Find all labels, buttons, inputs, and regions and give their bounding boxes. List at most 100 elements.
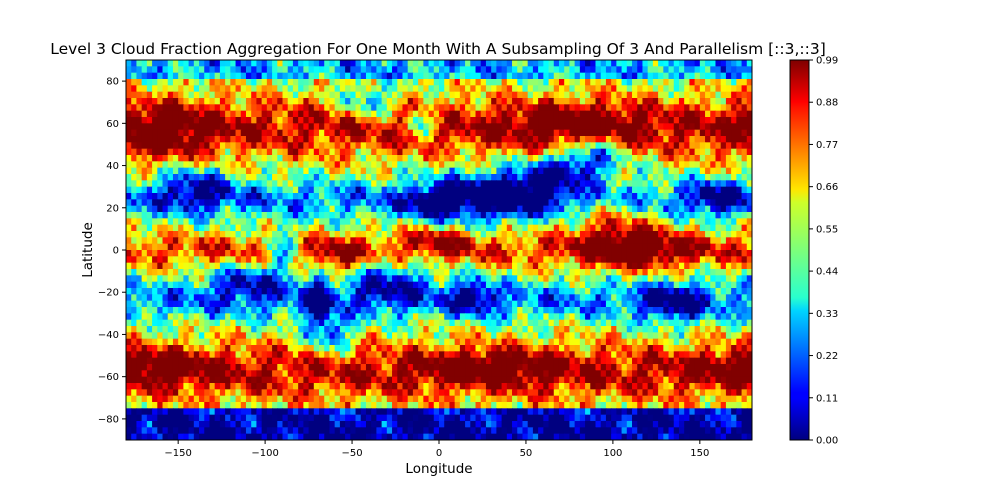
heatmap-cell xyxy=(371,72,377,80)
heatmap-cell xyxy=(658,205,664,213)
heatmap-cell xyxy=(313,91,320,99)
heatmap-cell xyxy=(345,288,351,295)
heatmap-cell xyxy=(256,313,263,321)
heatmap-cell xyxy=(705,212,711,219)
heatmap-cell xyxy=(146,212,153,219)
heatmap-cell xyxy=(543,205,550,213)
heatmap-cell xyxy=(605,180,612,188)
heatmap-cell xyxy=(303,180,310,188)
heatmap-cell xyxy=(324,161,331,169)
heatmap-cell xyxy=(574,186,581,194)
heatmap-cell xyxy=(193,167,200,175)
heatmap-cell xyxy=(172,161,179,169)
heatmap-cell xyxy=(522,161,529,169)
heatmap-cell xyxy=(543,294,550,302)
heatmap-cell xyxy=(652,288,659,295)
heatmap-cell xyxy=(308,243,315,251)
heatmap-cell xyxy=(746,262,752,270)
heatmap-cell xyxy=(272,243,278,251)
heatmap-cell xyxy=(439,85,445,93)
heatmap-cell xyxy=(423,142,430,150)
heatmap-cell xyxy=(538,167,544,175)
heatmap-cell xyxy=(715,237,722,245)
heatmap-cell xyxy=(574,199,581,207)
heatmap-cell xyxy=(371,123,377,131)
heatmap-cell xyxy=(157,60,164,67)
heatmap-cell xyxy=(715,250,722,257)
heatmap-cell xyxy=(287,72,294,80)
heatmap-cell xyxy=(637,136,644,143)
heatmap-cell xyxy=(188,231,195,238)
heatmap-cell xyxy=(621,186,628,194)
heatmap-cell xyxy=(454,300,461,308)
heatmap-cell xyxy=(329,136,336,143)
heatmap-cell xyxy=(334,281,341,289)
heatmap-cell xyxy=(292,237,299,245)
heatmap-cell xyxy=(365,79,372,86)
heatmap-cell xyxy=(658,243,664,251)
heatmap-cell xyxy=(736,212,743,219)
heatmap-cell xyxy=(319,110,325,118)
heatmap-cell xyxy=(512,212,518,219)
heatmap-cell xyxy=(423,66,430,74)
heatmap-cell xyxy=(188,218,195,226)
heatmap-cell xyxy=(199,129,205,137)
heatmap-cell xyxy=(360,72,367,80)
heatmap-cell xyxy=(261,269,268,276)
heatmap-cell xyxy=(616,237,623,245)
heatmap-cell xyxy=(626,218,633,226)
heatmap-cell xyxy=(287,91,294,99)
heatmap-cell xyxy=(454,281,461,289)
heatmap-cell xyxy=(360,85,367,93)
heatmap-cell xyxy=(214,85,221,93)
heatmap-cell xyxy=(558,174,565,181)
heatmap-cell xyxy=(292,319,299,327)
heatmap-cell xyxy=(319,98,325,105)
heatmap-cell xyxy=(308,180,315,188)
heatmap-cell xyxy=(725,91,732,99)
heatmap-cell xyxy=(157,193,164,200)
heatmap-cell xyxy=(251,218,258,226)
heatmap-cell xyxy=(522,294,529,302)
heatmap-cell xyxy=(126,250,132,257)
heatmap-cell xyxy=(689,224,696,232)
heatmap-cell xyxy=(736,110,743,118)
heatmap-cell xyxy=(506,212,513,219)
heatmap-cell xyxy=(652,262,659,270)
heatmap-cell xyxy=(684,142,690,150)
heatmap-cell xyxy=(637,148,644,156)
heatmap-cell xyxy=(569,250,576,257)
heatmap-cell xyxy=(543,91,550,99)
heatmap-cell xyxy=(506,294,513,302)
heatmap-cell xyxy=(199,85,205,93)
heatmap-cell xyxy=(152,224,158,232)
heatmap-cell xyxy=(585,167,591,175)
heatmap-cell xyxy=(292,79,299,86)
heatmap-cell xyxy=(647,72,654,80)
heatmap-cell xyxy=(240,243,247,251)
heatmap-cell xyxy=(642,294,649,302)
heatmap-cell xyxy=(324,288,331,295)
heatmap-cell xyxy=(725,288,732,295)
heatmap-cell xyxy=(418,269,424,276)
heatmap-cell xyxy=(642,91,649,99)
heatmap-cell xyxy=(600,174,607,181)
heatmap-cell xyxy=(371,199,377,207)
heatmap-cell xyxy=(496,148,503,156)
heatmap-cell xyxy=(298,142,304,150)
heatmap-cell xyxy=(433,60,440,67)
heatmap-cell xyxy=(219,193,226,200)
heatmap-cell xyxy=(532,186,539,194)
heatmap-cell xyxy=(705,224,711,232)
heatmap-cell xyxy=(355,117,362,124)
heatmap-cell xyxy=(412,307,419,314)
heatmap-cell xyxy=(470,136,477,143)
heatmap-cell xyxy=(230,129,237,137)
heatmap-cell xyxy=(277,218,284,226)
heatmap-cell xyxy=(423,262,430,270)
heatmap-cell xyxy=(632,262,638,270)
heatmap-cell xyxy=(251,205,258,213)
heatmap-cell xyxy=(512,262,518,270)
heatmap-cell xyxy=(402,243,409,251)
heatmap-cell xyxy=(350,161,357,169)
